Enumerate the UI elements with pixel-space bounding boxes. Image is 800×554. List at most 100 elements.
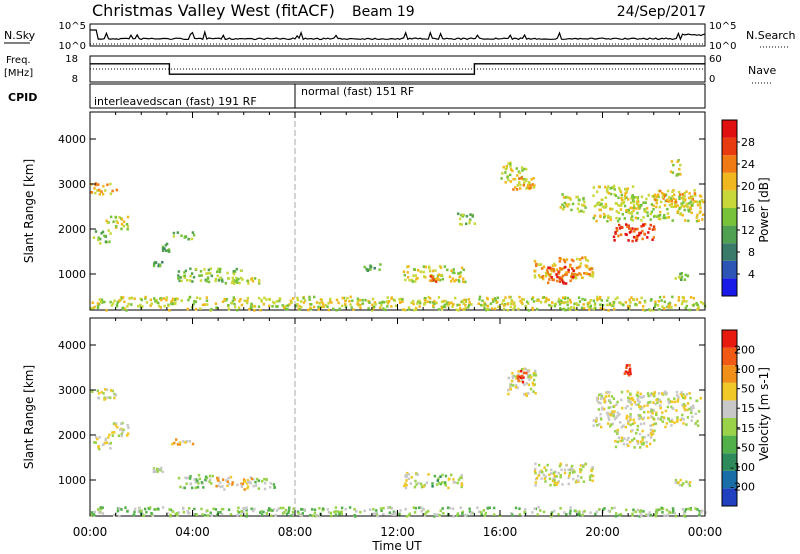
scatter-cell	[195, 296, 199, 299]
scatter-cell	[536, 513, 539, 516]
scatter-cell	[605, 411, 609, 415]
scatter-cell	[621, 406, 624, 410]
scatter-cell	[562, 282, 565, 285]
scatter-cell	[618, 186, 621, 190]
scatter-cell	[631, 227, 634, 230]
scatter-cell	[415, 483, 418, 486]
scatter-cell	[663, 216, 666, 220]
scatter-cell	[442, 305, 445, 308]
scatter-cell	[412, 302, 415, 306]
scatter-cell	[381, 300, 384, 304]
scatter-cell	[630, 216, 633, 220]
scatter-cell	[575, 302, 578, 305]
scatter-cell	[238, 306, 241, 310]
scatter-cell	[219, 481, 222, 484]
scatter-cell	[607, 509, 610, 513]
scatter-cell	[533, 260, 537, 263]
scatter-cell	[564, 271, 568, 274]
scatter-cell	[590, 473, 593, 477]
colorbar-swatch	[722, 418, 737, 436]
scatter-cell	[261, 479, 264, 483]
scatter-cell	[511, 169, 514, 173]
scatter-cell	[170, 302, 173, 306]
scatter-cell	[113, 431, 116, 434]
scatter-cell	[124, 506, 127, 509]
scatter-cell	[207, 272, 210, 275]
scatter-cell	[217, 484, 220, 487]
scatter-cell	[630, 201, 633, 204]
scatter-cell	[557, 272, 560, 275]
scatter-cell	[599, 208, 603, 212]
scatter-cell	[636, 397, 639, 401]
scatter-cell	[508, 295, 511, 299]
scatter-cell	[597, 185, 601, 188]
scatter-cell	[216, 513, 219, 517]
scatter-cell	[534, 462, 537, 466]
scatter-cell	[530, 178, 533, 181]
scatter-cell	[422, 507, 425, 511]
scatter-cell	[318, 507, 321, 510]
scatter-cell	[524, 508, 527, 511]
scatter-cell	[448, 506, 452, 510]
scatter-cell	[457, 309, 460, 312]
scatter-cell	[636, 424, 640, 428]
scatter-cell	[568, 512, 572, 515]
scatter-cell	[681, 413, 684, 417]
scatter-cell	[129, 296, 132, 300]
scatter-cell	[372, 307, 375, 310]
scatter-cell	[642, 510, 645, 513]
scatter-cell	[626, 438, 629, 442]
scatter-cell	[116, 426, 119, 429]
x-tick-label: 00:00	[688, 525, 723, 539]
scatter-cell	[143, 507, 147, 511]
scatter-cell	[667, 302, 670, 306]
scatter-cell	[627, 198, 630, 201]
scatter-cell	[586, 305, 590, 308]
scatter-cell	[335, 298, 339, 302]
scatter-cell	[629, 401, 632, 404]
scatter-cell	[605, 204, 608, 208]
scatter-cell	[453, 481, 457, 484]
scatter-cell	[368, 508, 372, 511]
y-tick-label: 2000	[58, 223, 86, 236]
scatter-cell	[523, 383, 526, 387]
scatter-cell	[608, 391, 611, 394]
scatter-cell	[470, 511, 473, 515]
scatter-cell	[208, 474, 212, 478]
scatter-cell	[663, 214, 666, 217]
scatter-cell	[670, 202, 674, 206]
scatter-cell	[615, 403, 618, 406]
scatter-cell	[341, 304, 344, 308]
scatter-cell	[523, 510, 526, 514]
scatter-cell	[555, 483, 558, 486]
scatter-cell	[569, 279, 572, 283]
scatter-cell	[648, 511, 651, 514]
scatter-cell	[639, 392, 642, 396]
scatter-cell	[509, 180, 512, 183]
scatter-cell	[510, 379, 514, 383]
scatter-cell	[494, 307, 497, 311]
scatter-cell	[105, 309, 108, 312]
scatter-cell	[338, 512, 341, 516]
scatter-cell	[201, 513, 204, 516]
scatter-cell	[611, 186, 614, 189]
scatter-cell	[589, 298, 592, 302]
scatter-cell	[641, 406, 644, 410]
y-tick-label: 3000	[58, 178, 86, 191]
scatter-cell	[572, 306, 576, 309]
scatter-cell	[657, 195, 660, 199]
scatter-cell	[229, 513, 233, 516]
scatter-cell	[101, 506, 104, 509]
scatter-cell	[654, 198, 657, 202]
scatter-cell	[633, 206, 636, 209]
scatter-cell	[425, 511, 428, 514]
scatter-cell	[191, 486, 194, 490]
scatter-cell	[459, 275, 462, 278]
noise-strip-frame	[89, 23, 706, 47]
scatter-cell	[245, 515, 248, 518]
scatter-cell	[679, 213, 682, 216]
scatter-cell	[677, 190, 681, 194]
scatter-cell	[661, 511, 664, 514]
scatter-cell	[559, 301, 563, 305]
